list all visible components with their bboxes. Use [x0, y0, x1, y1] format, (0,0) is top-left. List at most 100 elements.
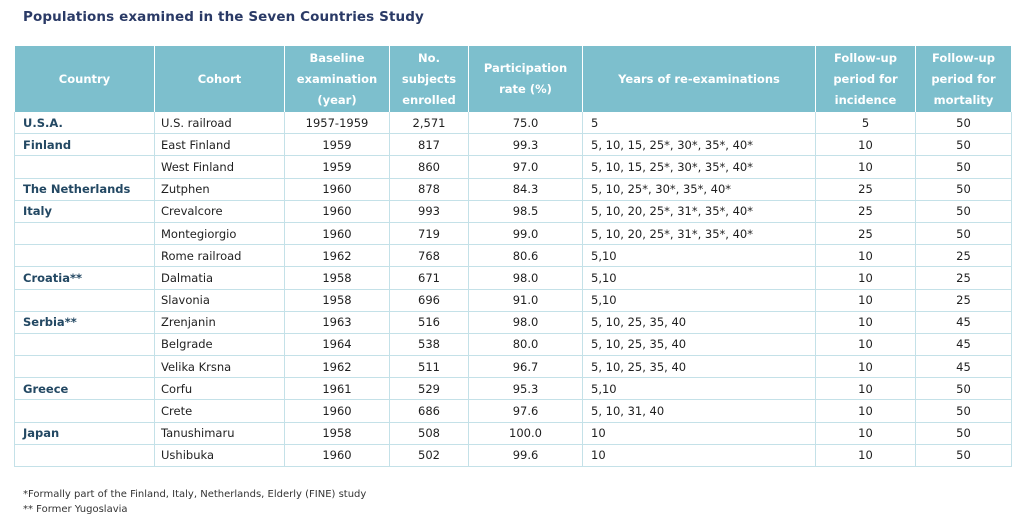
cell-cohort: Ushibuka [154, 444, 285, 468]
table-row: Rome railroad 1962 768 80.6 5,10 10 25 [14, 244, 1012, 268]
cell-mortality: 25 [915, 266, 1012, 290]
cell-mortality: 50 [915, 155, 1012, 179]
header-row: Country Cohort Baseline examination (yea… [14, 46, 1012, 112]
cell-country: The Netherlands [14, 178, 155, 201]
cell-mortality: 45 [915, 311, 1012, 334]
cell-participation: 97.0 [468, 155, 583, 179]
cell-cohort: Corfu [154, 377, 285, 401]
cell-incidence: 25 [815, 178, 916, 201]
cell-incidence: 10 [815, 311, 916, 334]
cell-years: 5 [582, 112, 816, 135]
cell-subjects: 529 [389, 377, 469, 401]
cell-cohort: Dalmatia [154, 266, 285, 290]
table-row: Belgrade 1964 538 80.0 5, 10, 25, 35, 40 10 45 [14, 333, 1012, 357]
cell-subjects: 538 [389, 333, 469, 357]
cell-subjects: 671 [389, 266, 469, 290]
cell-mortality: 25 [915, 289, 1012, 312]
cell-mortality: 50 [915, 399, 1012, 423]
cell-mortality: 50 [915, 422, 1012, 445]
cell-mortality: 50 [915, 133, 1012, 157]
header-cohort: Cohort [154, 46, 285, 112]
cell-baseline: 1963 [284, 311, 390, 334]
cell-subjects: 817 [389, 133, 469, 157]
cell-baseline: 1962 [284, 355, 390, 379]
cell-country: Italy [14, 200, 155, 223]
cell-baseline: 1960 [284, 222, 390, 246]
cell-cohort: Rome railroad [154, 244, 285, 268]
cell-years: 5, 10, 20, 25*, 31*, 35*, 40* [582, 200, 816, 223]
page-title: Populations examined in the Seven Countr… [23, 9, 424, 25]
cell-incidence: 10 [815, 266, 916, 290]
cell-baseline: 1957-1959 [284, 112, 390, 135]
cell-baseline: 1964 [284, 333, 390, 357]
cell-incidence: 25 [815, 222, 916, 246]
cell-mortality: 50 [915, 444, 1012, 468]
cell-baseline: 1962 [284, 244, 390, 268]
table-row: U.S.A. U.S. railroad 1957-1959 2,571 75.0 5 5 5… [14, 112, 1012, 135]
cell-baseline: 1958 [284, 266, 390, 290]
cell-baseline: 1959 [284, 155, 390, 179]
cell-cohort: Velika Krsna [154, 355, 285, 379]
cell-country [14, 155, 155, 179]
cell-mortality: 50 [915, 222, 1012, 246]
cell-participation: 95.3 [468, 377, 583, 401]
header-country: Country [14, 46, 155, 112]
cell-cohort: Montegiorgio [154, 222, 285, 246]
cell-years: 5,10 [582, 244, 816, 268]
cell-cohort: East Finland [154, 133, 285, 157]
cell-participation: 100.0 [468, 422, 583, 445]
cell-country: Greece [14, 377, 155, 401]
cell-incidence: 10 [815, 422, 916, 445]
cell-incidence: 10 [815, 377, 916, 401]
cell-cohort: West Finland [154, 155, 285, 179]
cell-subjects: 878 [389, 178, 469, 201]
footnote-yugoslavia: ** Former Yugoslavia [23, 504, 128, 515]
cell-country [14, 289, 155, 312]
cell-years: 5, 10, 25, 35, 40 [582, 311, 816, 334]
cell-participation: 99.0 [468, 222, 583, 246]
cell-baseline: 1960 [284, 444, 390, 468]
cell-years: 5,10 [582, 266, 816, 290]
cell-country: Finland [14, 133, 155, 157]
table-row: Croatia** Dalmatia 1958 671 98.0 5,10 10 25 [14, 266, 1012, 290]
cell-participation: 75.0 [468, 112, 583, 135]
cell-country [14, 333, 155, 357]
cell-mortality: 45 [915, 355, 1012, 379]
cell-cohort: Zrenjanin [154, 311, 285, 334]
cell-baseline: 1960 [284, 399, 390, 423]
cell-years: 5, 10, 15, 25*, 30*, 35*, 40* [582, 155, 816, 179]
cell-cohort: Slavonia [154, 289, 285, 312]
cell-mortality: 50 [915, 200, 1012, 223]
cell-country [14, 355, 155, 379]
cell-incidence: 5 [815, 112, 916, 135]
table-row: Slavonia 1958 696 91.0 5,10 10 25 [14, 289, 1012, 312]
cell-country [14, 399, 155, 423]
cell-incidence: 10 [815, 289, 916, 312]
cell-subjects: 719 [389, 222, 469, 246]
cell-subjects: 768 [389, 244, 469, 268]
cell-years: 5, 10, 25, 35, 40 [582, 333, 816, 357]
cell-years: 5,10 [582, 377, 816, 401]
table-row: West Finland 1959 860 97.0 5, 10, 15, 25*, 3… [14, 155, 1012, 179]
table-row: Ushibuka 1960 502 99.6 10 10 50 [14, 444, 1012, 468]
cell-incidence: 10 [815, 244, 916, 268]
cell-cohort: Crevalcore [154, 200, 285, 223]
cell-incidence: 10 [815, 133, 916, 157]
header-incidence: Follow-up period for incidence [815, 46, 916, 112]
cell-mortality: 50 [915, 377, 1012, 401]
cell-mortality: 50 [915, 112, 1012, 135]
cell-years: 5, 10, 25, 35, 40 [582, 355, 816, 379]
header-participation: Participation rate (%) [468, 46, 583, 112]
cell-mortality: 45 [915, 333, 1012, 357]
cell-subjects: 508 [389, 422, 469, 445]
cell-participation: 99.6 [468, 444, 583, 468]
cell-subjects: 502 [389, 444, 469, 468]
table-row: Montegiorgio 1960 719 99.0 5, 10, 20, 25*, 3… [14, 222, 1012, 246]
table-row: Greece Corfu 1961 529 95.3 5,10 10 50 [14, 377, 1012, 401]
cell-incidence: 10 [815, 444, 916, 468]
cell-incidence: 10 [815, 399, 916, 423]
table-row: Crete 1960 686 97.6 5, 10, 31, 40 10 50 [14, 399, 1012, 423]
cell-participation: 84.3 [468, 178, 583, 201]
cell-baseline: 1958 [284, 289, 390, 312]
cell-country [14, 222, 155, 246]
